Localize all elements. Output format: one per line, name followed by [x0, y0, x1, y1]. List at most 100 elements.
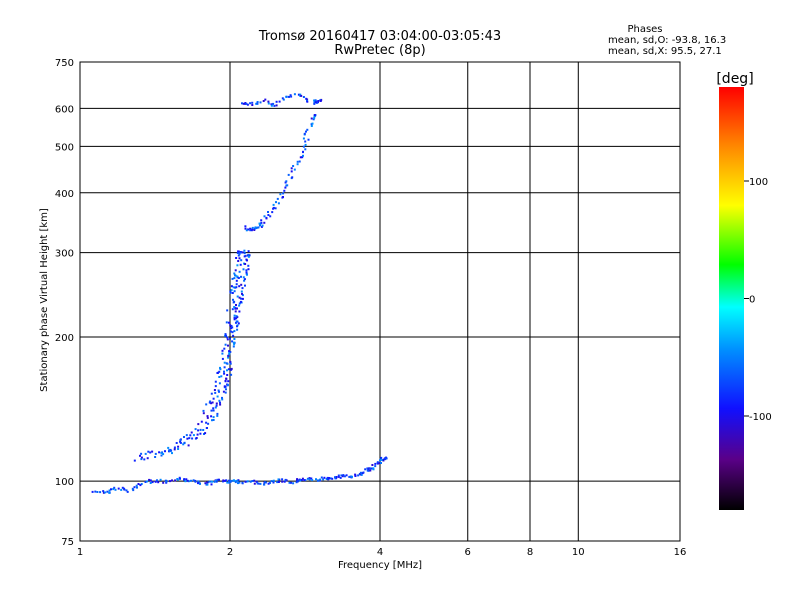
o-mode-point [264, 481, 266, 484]
o-mode-point [244, 225, 247, 228]
o-mode-point [312, 118, 315, 121]
o-mode-point [267, 482, 270, 485]
o-mode-point [202, 429, 205, 431]
o-mode-point [139, 454, 141, 457]
o-mode-point [247, 250, 250, 253]
o-mode-point [302, 137, 305, 140]
o-mode-point [263, 221, 266, 224]
o-mode-point [326, 476, 329, 479]
o-mode-point [225, 321, 228, 324]
o-mode-point [158, 451, 161, 454]
x-tick-label: 8 [527, 547, 533, 558]
o-mode-point [241, 297, 244, 300]
colorbar-tick-label: 0 [749, 295, 755, 306]
o-mode-point [293, 93, 296, 96]
o-mode-point [285, 479, 288, 482]
o-mode-point [301, 156, 304, 159]
o-mode-point [154, 452, 157, 455]
o-mode-point [259, 101, 262, 104]
o-mode-point [241, 102, 243, 105]
o-mode-point [104, 491, 107, 494]
o-mode-point [234, 306, 237, 309]
o-mode-point [374, 465, 377, 468]
o-mode-point [154, 480, 157, 483]
o-mode-point [234, 274, 236, 277]
o-mode-point [256, 101, 259, 103]
o-mode-point [260, 225, 263, 228]
o-mode-point [216, 412, 219, 415]
o-mode-point [234, 310, 237, 313]
o-mode-point [212, 416, 215, 419]
o-mode-point [311, 122, 314, 125]
o-mode-point [339, 476, 342, 479]
o-mode-point [232, 286, 235, 289]
o-mode-point [230, 367, 233, 370]
o-mode-point [247, 253, 250, 256]
o-mode-point [211, 419, 213, 422]
o-mode-point [210, 392, 213, 395]
o-mode-point [106, 490, 109, 493]
o-mode-point [229, 337, 231, 340]
o-mode-point [371, 464, 374, 466]
o-mode-point [300, 94, 303, 97]
o-mode-point [208, 401, 211, 404]
o-mode-point [235, 286, 238, 289]
o-mode-point [226, 374, 229, 376]
o-mode-point [304, 143, 307, 146]
o-mode-point [334, 476, 336, 479]
o-mode-point [219, 401, 221, 404]
data-points [91, 93, 388, 494]
o-mode-point [234, 286, 237, 289]
o-mode-point [253, 229, 256, 231]
o-mode-point [246, 273, 248, 276]
o-mode-point [299, 479, 302, 482]
o-mode-point [231, 340, 234, 343]
o-mode-point [244, 284, 246, 287]
o-mode-point [216, 414, 219, 417]
o-mode-point [239, 251, 242, 254]
o-mode-point [229, 324, 232, 327]
o-mode-point [194, 428, 197, 431]
o-mode-point [237, 254, 240, 257]
o-mode-point [165, 480, 168, 483]
o-mode-point [296, 478, 299, 481]
o-mode-point [149, 479, 152, 482]
o-mode-point [284, 479, 287, 482]
x-axis-ticks: 1 2 4 6 8 10 16 [77, 547, 687, 558]
o-mode-point [205, 421, 208, 424]
o-mode-point [183, 442, 186, 445]
o-mode-point [286, 184, 289, 187]
o-mode-point [136, 486, 138, 489]
o-mode-point [192, 479, 195, 482]
o-mode-point [240, 259, 243, 262]
o-mode-point [245, 480, 248, 483]
o-mode-point [380, 456, 383, 459]
o-mode-point [102, 490, 105, 493]
o-mode-point [296, 163, 299, 166]
o-mode-point [380, 462, 382, 464]
o-mode-point [301, 477, 304, 480]
o-mode-point [241, 287, 244, 290]
o-mode-point [229, 362, 232, 365]
o-mode-point [265, 216, 268, 219]
o-mode-point [199, 432, 202, 435]
o-mode-point [270, 480, 273, 483]
o-mode-point [246, 480, 249, 483]
o-mode-point [112, 488, 115, 491]
x-axis-label: Frequency [MHz] [338, 560, 422, 571]
o-mode-point [94, 490, 97, 493]
o-mode-point [151, 450, 154, 453]
o-mode-point [367, 469, 370, 472]
o-mode-point [177, 448, 180, 450]
o-mode-point [306, 477, 309, 480]
o-mode-point [236, 275, 239, 278]
y-tick-label: 75 [61, 537, 74, 548]
o-mode-point [247, 228, 249, 231]
o-mode-point [354, 475, 357, 477]
o-mode-point [245, 102, 248, 105]
o-mode-point [313, 116, 316, 119]
o-mode-point [229, 290, 232, 293]
grid-lines [80, 62, 680, 541]
o-mode-point [143, 458, 146, 461]
